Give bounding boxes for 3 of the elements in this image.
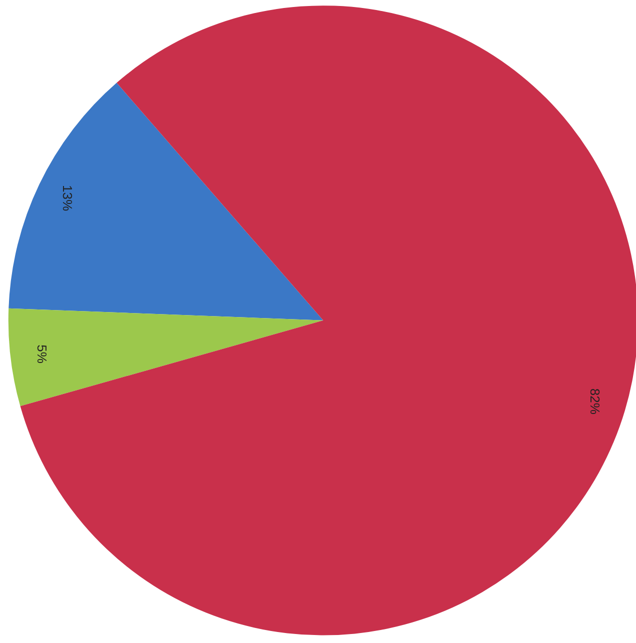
data-label: 13% [60, 184, 76, 212]
data-label: 5% [34, 344, 50, 364]
data-label: 82% [587, 388, 602, 415]
